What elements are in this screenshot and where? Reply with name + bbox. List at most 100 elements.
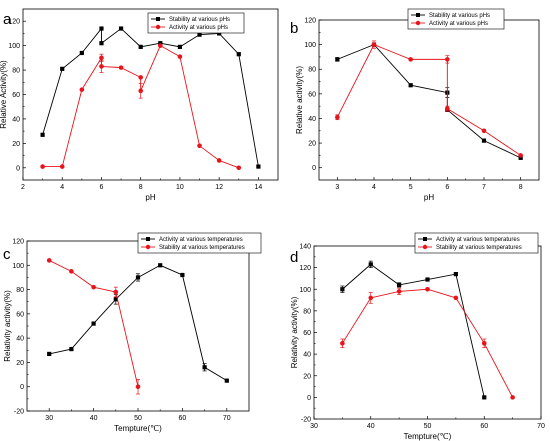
data-point — [396, 289, 402, 294]
data-point — [236, 165, 242, 171]
series-line — [336, 44, 521, 156]
data-point — [79, 87, 85, 92]
series-line — [42, 45, 239, 169]
x-tick-label: 50 — [424, 423, 432, 430]
data-point — [40, 132, 45, 137]
legend-marker — [423, 237, 427, 241]
series-line — [342, 263, 485, 398]
data-point — [224, 378, 229, 383]
plot-frame — [313, 245, 542, 420]
chart-panel-d: 30 40 50 60 70 -20 0 20 40 60 80 100 120 140 Tempture(… — [290, 232, 545, 441]
data-point — [138, 44, 143, 49]
x-tick-label: 70 — [537, 423, 545, 430]
data-point — [113, 289, 119, 295]
y-tick-label: 0 — [312, 165, 316, 172]
x-axis-label: Tempture(℃) — [404, 432, 452, 441]
y-tick-label: 60 — [16, 311, 24, 318]
x-tick-label: 8 — [519, 184, 523, 191]
data-point — [445, 57, 450, 62]
panel-letter: b — [290, 20, 298, 37]
y-tick-label: 0 — [16, 165, 20, 172]
y-tick-label: 60 — [303, 330, 311, 337]
data-point — [69, 346, 74, 352]
x-tick-label: 4 — [60, 184, 64, 191]
legend-label: Activity at various temperatures — [436, 237, 520, 243]
panel-letter: c — [3, 246, 11, 263]
y-tick-label: 80 — [12, 68, 20, 75]
data-point — [99, 55, 104, 61]
data-point — [340, 341, 345, 346]
series-2 — [46, 258, 141, 395]
y-tick-label: 80 — [16, 287, 24, 294]
series-1 — [335, 42, 523, 160]
x-tick-label: 70 — [223, 415, 231, 422]
data-point — [79, 50, 84, 56]
data-point — [59, 164, 65, 169]
series-2 — [340, 286, 515, 400]
y-tick-label: 100 — [8, 43, 20, 50]
data-point — [197, 32, 202, 37]
data-point — [99, 64, 104, 69]
data-point — [99, 26, 104, 31]
y-axis-label: Relative activity(%) — [295, 66, 304, 134]
y-tick-label: 80 — [308, 67, 316, 74]
y-tick-label: 120 — [304, 18, 316, 25]
data-point — [216, 158, 222, 163]
x-tick-label: 10 — [176, 184, 184, 191]
data-point — [180, 272, 185, 278]
legend: Stability at various pHs Activity at vari… — [407, 8, 505, 30]
y-tick-label: 120 — [299, 265, 311, 272]
data-point — [335, 114, 340, 120]
series-line — [49, 264, 228, 382]
x-tick-label: 40 — [90, 415, 98, 422]
data-point — [340, 287, 345, 292]
series-line — [341, 288, 514, 398]
legend-marker — [155, 24, 161, 30]
x-tick-label: 8 — [139, 184, 143, 191]
x-tick-label: 3 — [335, 184, 339, 191]
y-tick-label: 20 — [12, 141, 20, 148]
x-tick-label: 7 — [482, 184, 486, 191]
x-tick-label: 40 — [367, 423, 375, 430]
legend-label: Stability at various pHs — [169, 17, 230, 23]
data-point — [371, 42, 377, 47]
y-tick-label: -20 — [14, 409, 24, 416]
x-tick-label: 50 — [134, 415, 142, 422]
x-tick-label: 30 — [45, 415, 53, 422]
y-tick-label: 0 — [307, 395, 311, 402]
legend-label: Activity at various pHs — [429, 21, 488, 27]
data-point — [158, 41, 163, 46]
data-point — [335, 57, 340, 62]
x-axis-label: Tempture(℃) — [114, 424, 162, 433]
legend-box — [137, 232, 262, 254]
data-point — [518, 155, 523, 160]
data-point — [158, 263, 163, 268]
data-point — [518, 153, 523, 158]
y-tick-label: 80 — [303, 308, 311, 315]
data-point — [47, 351, 52, 357]
y-tick-label: 0 — [20, 384, 24, 391]
data-point — [425, 277, 430, 282]
data-point — [135, 275, 141, 280]
data-point — [197, 143, 202, 149]
y-tick-label: 60 — [12, 92, 20, 99]
data-point — [135, 384, 141, 390]
y-tick-label: 20 — [308, 141, 316, 148]
data-point — [368, 262, 373, 267]
data-point — [69, 269, 74, 274]
series-1 — [340, 260, 487, 400]
x-tick-label: 5 — [409, 184, 413, 191]
data-point — [99, 41, 104, 46]
y-axis-label: Relative Activity(%) — [0, 60, 8, 129]
data-point — [202, 365, 207, 370]
panel-letter: a — [3, 11, 12, 28]
x-tick-label: 4 — [372, 184, 376, 191]
chart-panel-c: 30 40 50 60 70 -20 0 20 40 60 80 100 120 Tempture(℃) R… — [3, 232, 262, 433]
y-tick-label: 120 — [8, 19, 20, 26]
legend-label: Stability at various temperatures — [159, 245, 245, 251]
data-point — [425, 286, 430, 292]
data-point — [397, 282, 402, 288]
data-point — [118, 65, 124, 70]
legend: Activity at various temperatures Stabilit… — [137, 232, 262, 254]
